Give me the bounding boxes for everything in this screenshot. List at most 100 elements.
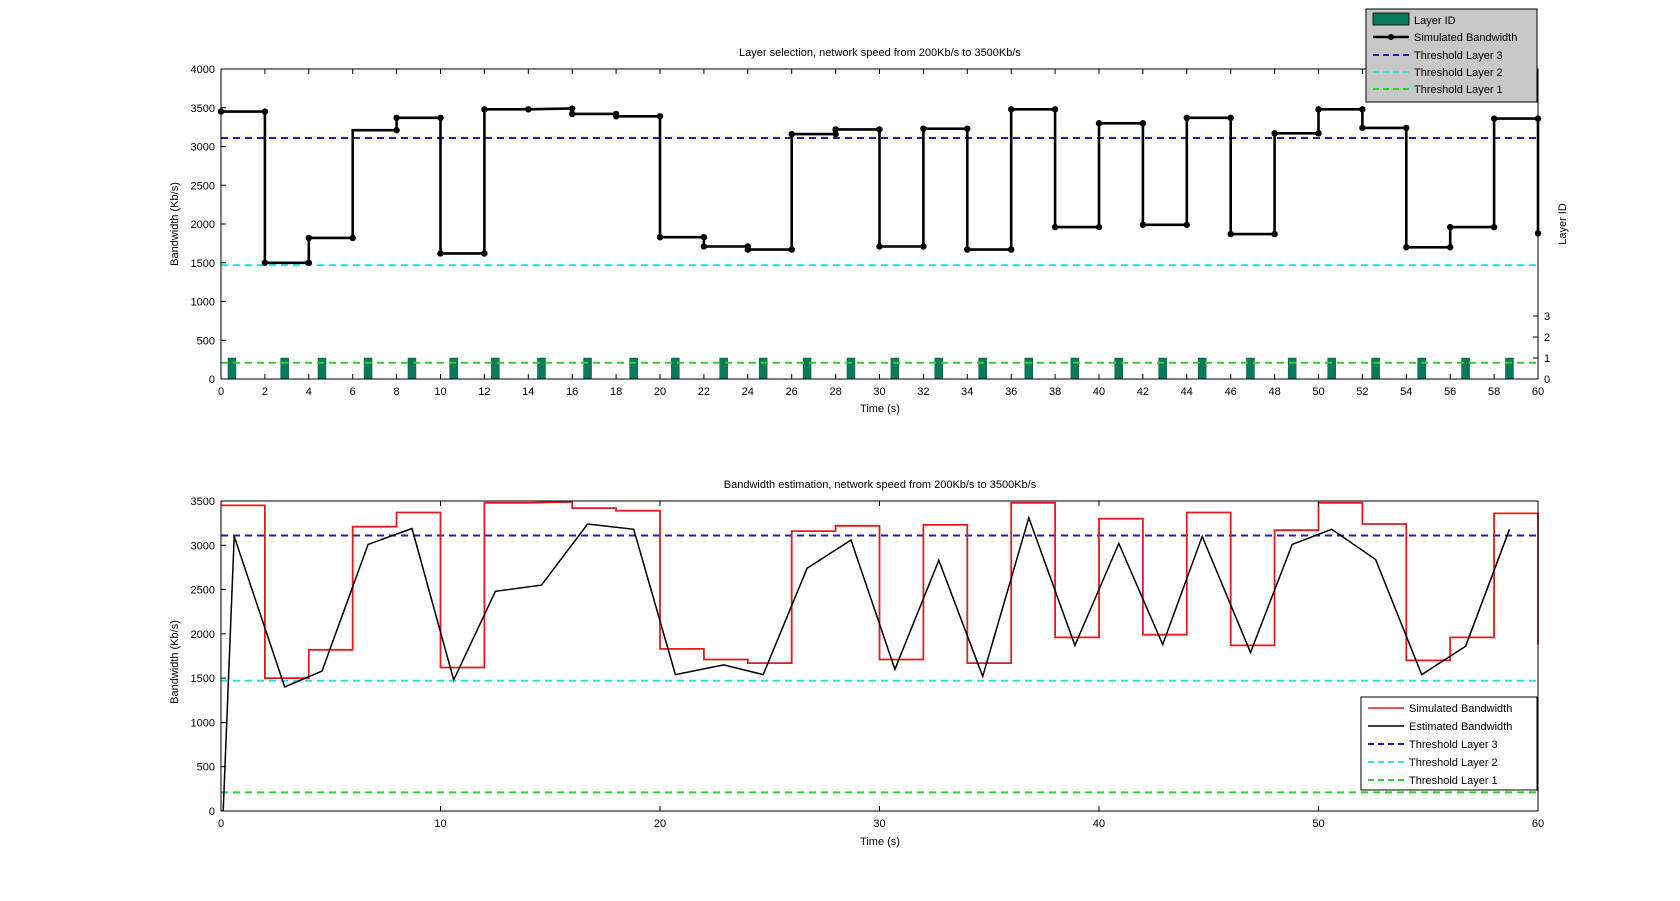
simulated-bandwidth-marker — [481, 106, 488, 113]
top-y-tick-label: 2500 — [191, 180, 215, 192]
layer-id-bar — [280, 357, 289, 380]
legend-label-estimated: Estimated Bandwidth — [1409, 721, 1512, 733]
bottom-x-tick-label: 0 — [218, 818, 224, 830]
simulated-bandwidth-marker — [700, 243, 708, 250]
layer-id-bar — [1505, 357, 1514, 380]
legend-label-threshold-3: Threshold Layer 3 — [1414, 50, 1503, 62]
top-x-tick-label: 58 — [1488, 386, 1500, 398]
top-y-tick-label: 500 — [197, 335, 215, 347]
top-x-tick-label: 20 — [654, 386, 666, 398]
simulated-bandwidth-marker — [832, 130, 839, 138]
layer-id-bar — [1417, 357, 1426, 380]
estimated-bandwidth-line — [222, 515, 1511, 812]
layer-id-bar — [671, 357, 680, 380]
simulated-bandwidth-marker — [744, 246, 751, 253]
simulated-bandwidth-marker — [261, 108, 269, 115]
simulated-bandwidth-marker — [305, 234, 312, 242]
simulated-bandwidth-marker — [1447, 244, 1454, 251]
top-x-tick-label: 8 — [394, 386, 400, 398]
legend-label-threshold-1-bottom: Threshold Layer 1 — [1409, 775, 1498, 787]
layer-id-bar — [1327, 357, 1336, 380]
bottom-y-tick-label: 1500 — [191, 673, 215, 685]
chart-title-layer-selection: Layer selection, network speed from 200K… — [739, 47, 1021, 59]
layer-id-bar — [802, 357, 812, 380]
top-x-tick-label: 14 — [522, 386, 534, 398]
top-x-tick-label: 60 — [1532, 386, 1544, 398]
simulated-bandwidth-marker — [569, 110, 576, 118]
top-y2-tick-label: 1 — [1544, 353, 1550, 365]
top-x-tick-label: 28 — [829, 386, 841, 398]
simulated-bandwidth-marker — [920, 243, 927, 250]
simulated-bandwidth-marker — [437, 250, 444, 257]
simulated-bandwidth-marker — [437, 114, 444, 122]
simulated-bandwidth-marker — [1095, 223, 1103, 231]
y2-axis-label-layer-id: Layer ID — [1557, 203, 1569, 245]
simulated-bandwidth-marker — [1183, 221, 1191, 228]
layer-id-bar — [1371, 357, 1380, 380]
layer-id-bar — [1197, 357, 1207, 380]
legend-label-threshold-1: Threshold Layer 1 — [1414, 84, 1503, 96]
layer-id-bar — [1158, 357, 1167, 380]
layer-id-bar — [1024, 357, 1034, 380]
simulated-bandwidth-marker — [1490, 223, 1498, 231]
top-y-tick-label: 2000 — [191, 219, 215, 231]
y-axis-label-top: Bandwidth (Kb/s) — [169, 182, 181, 266]
legend-label-simulated: Simulated Bandwidth — [1414, 32, 1517, 44]
bottom-x-tick-label: 50 — [1312, 818, 1324, 830]
bottom-x-tick-label: 40 — [1093, 818, 1105, 830]
simulated-bandwidth-marker — [700, 233, 708, 241]
simulated-bandwidth-marker — [481, 250, 488, 257]
simulated-bandwidth-marker — [393, 127, 400, 134]
simulated-bandwidth-marker — [612, 113, 620, 120]
simulated-bandwidth-marker — [1227, 230, 1234, 238]
layer-id-bar — [1070, 357, 1080, 380]
bottom-y-tick-label: 3500 — [191, 496, 215, 508]
layer-id-bar — [934, 357, 944, 380]
top-y-tick-label: 1000 — [191, 297, 215, 309]
top-x-tick-label: 36 — [1005, 386, 1017, 398]
simulated-bandwidth-marker — [1008, 246, 1015, 253]
simulated-bandwidth-marker — [1227, 114, 1234, 122]
layer-id-bar — [1246, 357, 1255, 380]
top-x-tick-label: 38 — [1049, 386, 1061, 398]
top-x-tick-label: 54 — [1400, 386, 1412, 398]
bottom-y-tick-label: 1000 — [191, 717, 215, 729]
top-y-tick-label: 0 — [209, 374, 215, 386]
chart-title-bandwidth-estimation: Bandwidth estimation, network speed from… — [724, 479, 1037, 491]
bottom-x-tick-label: 60 — [1532, 818, 1544, 830]
legend-label-layer-id: Layer ID — [1414, 15, 1456, 27]
bottom-y-tick-label: 2000 — [191, 629, 215, 641]
top-x-tick-label: 34 — [961, 386, 973, 398]
simulated-bandwidth-marker — [569, 105, 576, 112]
layer-id-bar — [719, 357, 728, 380]
top-x-tick-label: 16 — [566, 386, 578, 398]
top-y-tick-label: 4000 — [191, 64, 215, 76]
simulated-bandwidth-marker — [788, 130, 795, 138]
simulated-bandwidth-marker — [1403, 244, 1410, 251]
legend-bottom: Simulated Bandwidth Estimated Bandwidth … — [1360, 696, 1538, 791]
bottom-x-tick-label: 10 — [434, 818, 446, 830]
legend-label-threshold-2-bottom: Threshold Layer 2 — [1409, 757, 1498, 769]
simulated-bandwidth-marker — [1447, 223, 1454, 231]
simulated-bandwidth-marker — [788, 246, 795, 253]
simulated-bandwidth-marker — [393, 114, 400, 122]
legend-top: Layer ID Simulated Bandwidth Threshold L… — [1365, 8, 1538, 103]
simulated-bandwidth-marker — [1139, 221, 1147, 228]
layer-id-bar — [758, 357, 768, 380]
top-x-tick-label: 32 — [917, 386, 929, 398]
bottom-y-tick-label: 0 — [209, 806, 215, 818]
simulated-bandwidth-marker — [1095, 120, 1103, 127]
top-x-tick-label: 26 — [786, 386, 798, 398]
simulated-bandwidth-marker — [920, 125, 927, 132]
simulated-bandwidth-marker — [1183, 114, 1191, 122]
simulated-bandwidth-marker — [656, 113, 664, 120]
simulated-bandwidth-marker — [261, 259, 269, 266]
bottom-y-tick-label: 2500 — [191, 585, 215, 597]
top-x-tick-label: 46 — [1225, 386, 1237, 398]
layer-id-bar — [846, 357, 856, 380]
layer-id-bar — [978, 357, 987, 380]
simulated-bandwidth-marker — [1403, 124, 1410, 132]
simulated-bandwidth-marker — [1051, 223, 1059, 231]
simulated-bandwidth-marker — [1271, 230, 1278, 238]
bottom-y-tick-label: 500 — [197, 762, 215, 774]
